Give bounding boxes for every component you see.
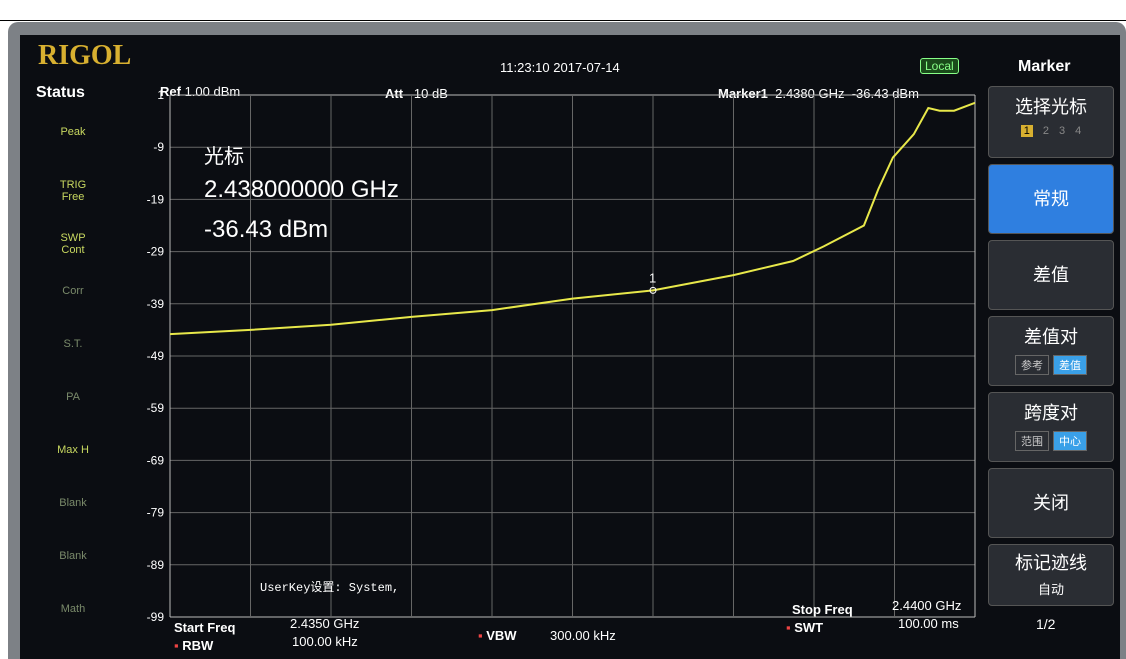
status-text: Corr (28, 285, 118, 297)
menu-delta-pair[interactable]: 差值对参考差值 (988, 316, 1114, 386)
menu-off[interactable]: 关闭 (988, 468, 1114, 538)
menu-normal[interactable]: 常规 (988, 164, 1114, 234)
start-label: Start Freq (174, 620, 235, 635)
start-value: 2.4350 GHz (290, 616, 359, 631)
swt-text: SWT (794, 620, 823, 635)
swt-label: ▪ SWT (786, 620, 823, 635)
status-text: Max H (28, 444, 118, 456)
page-indicator: 1/2 (1036, 616, 1055, 632)
y-tick-label: -79 (147, 506, 165, 520)
status-text: Free (28, 191, 118, 203)
status-text: Blank (28, 497, 118, 509)
option: 参考 (1015, 355, 1049, 375)
menu-span-pair[interactable]: 跨度对范围中心 (988, 392, 1114, 462)
status-text: Cont (28, 244, 118, 256)
readout-title: 光标 (204, 140, 244, 169)
rbw-text: RBW (182, 638, 213, 653)
menu-delta[interactable]: 差值 (988, 240, 1114, 310)
marker-choice: 1 (1021, 125, 1033, 137)
y-tick-label: -89 (147, 558, 165, 572)
trace-mode: 自动 (989, 579, 1113, 598)
readout-freq: 2.438000000 GHz (204, 176, 399, 204)
y-tick-label: -69 (147, 453, 165, 467)
status-text: S.T. (28, 338, 118, 350)
vbw-label: ▪ VBW (478, 628, 517, 643)
y-tick-label: -9 (153, 140, 164, 154)
status-text: Peak (28, 126, 118, 138)
menu-title: Marker (1018, 58, 1070, 76)
page: RIGOL 11:23:10 2017-07-14 Local Status R… (0, 0, 1126, 659)
status-item: Corr (28, 285, 118, 297)
option: 范围 (1015, 431, 1049, 451)
status-item: Blank (28, 550, 118, 562)
y-tick-label: -49 (147, 349, 165, 363)
swt-value: 100.00 ms (898, 616, 959, 631)
status-text: PA (28, 391, 118, 403)
status-item: Blank (28, 497, 118, 509)
rbw-value: 100.00 kHz (292, 634, 358, 649)
y-tick-label: -19 (147, 192, 165, 206)
menu-trace[interactable]: 标记迹线自动 (988, 544, 1114, 606)
trace-label: 标记迹线 (989, 549, 1113, 575)
status-item: Peak (28, 126, 118, 138)
status-text: Blank (28, 550, 118, 562)
y-tick-label: -39 (147, 297, 165, 311)
span-pair-label: 跨度对 (989, 399, 1113, 425)
status-item: Math (28, 603, 118, 615)
readout-level: -36.43 dBm (204, 216, 328, 244)
marker-choice: 2 (1043, 125, 1049, 137)
stop-label: Stop Freq (792, 602, 853, 617)
rbw-label: ▪ RBW (174, 638, 213, 653)
vbw-text: VBW (486, 628, 516, 643)
select-label: 选择光标 (989, 93, 1113, 119)
vbw-value: 300.00 kHz (550, 628, 616, 643)
marker-choice: 4 (1075, 125, 1081, 137)
status-item: PA (28, 391, 118, 403)
marker-tag: 1 (649, 270, 656, 285)
spectrum-plot: 1 -9 -19 -29 -39 -49 -59 -69 -79 -89 -99 1 (0, 0, 1126, 659)
status-item: Max H (28, 444, 118, 456)
status-text: TRIG (28, 179, 118, 191)
y-tick-label: -99 (147, 610, 165, 624)
option: 差值 (1053, 355, 1087, 375)
option: 中心 (1053, 431, 1087, 451)
y-tick-label: -29 (147, 245, 165, 259)
y-tick-label: 1 (157, 88, 164, 102)
delta-pair-label: 差值对 (989, 323, 1113, 349)
userkey: UserKey设置: System, (260, 578, 399, 595)
marker-choice: 3 (1059, 125, 1065, 137)
y-tick-label: -59 (147, 401, 165, 415)
status-text: Math (28, 603, 118, 615)
stop-value: 2.4400 GHz (892, 598, 961, 613)
status-text: SWP (28, 232, 118, 244)
status-item: S.T. (28, 338, 118, 350)
